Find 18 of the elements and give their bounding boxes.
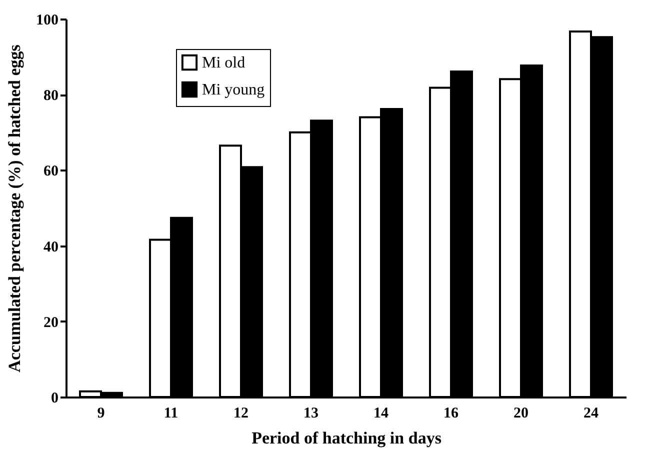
x-tick-label: 24 (584, 406, 599, 422)
y-tick-label: 40 (44, 239, 58, 256)
legend-label: Mi old (202, 54, 246, 72)
x-tick-label: 20 (514, 406, 528, 422)
x-axis-title: Period of hatching in days (252, 428, 442, 448)
y-tick-label: 100 (36, 12, 58, 28)
y-tick-label: 0 (51, 390, 58, 406)
y-axis-title: Accumulated percentage (%) of hatched eggs (5, 44, 24, 372)
legend-label: Mi young (202, 82, 265, 98)
x-tick-label: 12 (234, 406, 248, 422)
x-tick-label: 13 (304, 406, 318, 422)
y-tick-label: 20 (44, 314, 58, 331)
x-tick-label: 9 (97, 406, 105, 422)
x-tick-label: 16 (444, 406, 459, 422)
y-tick-label: 60 (44, 164, 58, 180)
y-tick-label: 80 (44, 88, 58, 104)
x-tick-label: 11 (164, 406, 178, 422)
x-tick-label: 14 (374, 406, 389, 422)
